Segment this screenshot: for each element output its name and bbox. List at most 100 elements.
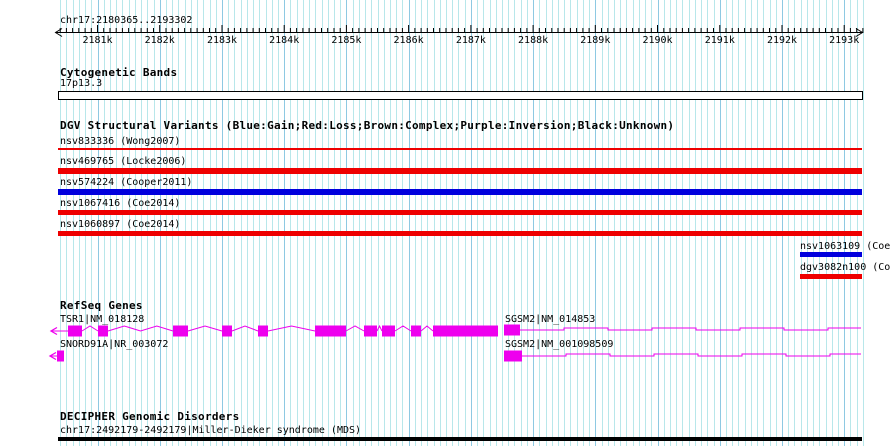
dgv-section-title: DGV Structural Variants (Blue:Gain;Red:L…: [60, 119, 675, 132]
refseq-gene-label[interactable]: SGSM2|NM_014853: [505, 314, 596, 325]
refseq-gene-label[interactable]: TSR1|NM_018128: [60, 314, 145, 325]
cytoband-band[interactable]: [58, 91, 863, 100]
dgv-variant-bar[interactable]: [58, 189, 862, 195]
gridline-minor: [545, 0, 547, 446]
gridline-minor: [601, 0, 603, 446]
dgv-variant-label[interactable]: nsv574224 (Cooper2011): [60, 177, 193, 188]
gridline-minor: [582, 0, 584, 446]
gene-exon-box[interactable]: [222, 325, 232, 337]
gridline-minor: [141, 0, 143, 446]
ruler-tick-label: 2185k: [331, 35, 362, 46]
decipher-region-bar[interactable]: [58, 437, 862, 441]
gridline-minor: [838, 0, 839, 446]
gridline-minor: [390, 0, 391, 446]
dgv-variant-bar[interactable]: [58, 231, 862, 236]
gridline-minor: [85, 0, 87, 446]
gridline-minor: [352, 0, 354, 446]
gene-exon-box[interactable]: [68, 325, 82, 337]
dgv-variant-bar[interactable]: [800, 252, 862, 257]
gridline-major: [408, 0, 410, 446]
gene-exon-box[interactable]: [173, 325, 188, 337]
gridline-minor: [806, 0, 808, 446]
gridline-minor: [234, 0, 236, 446]
decipher-section-title: DECIPHER Genomic Disorders: [60, 410, 240, 423]
gridline-minor: [60, 0, 62, 446]
gene-exon-box[interactable]: [364, 325, 377, 337]
gridline-minor: [358, 0, 360, 446]
gridline-minor: [327, 0, 329, 446]
gridline-minor: [309, 0, 311, 446]
gene-exon-box[interactable]: [98, 325, 108, 337]
gridline-minor: [128, 0, 130, 446]
gridline-minor: [514, 0, 516, 446]
ruler-tick-label: 2184k: [269, 35, 300, 46]
refseq-section-title: RefSeq Genes: [60, 299, 143, 312]
dgv-variant-label[interactable]: nsv1060897 (Coe2014): [60, 219, 181, 230]
gridline-major: [159, 0, 161, 446]
gridline-minor: [103, 0, 105, 446]
gridline-minor: [589, 0, 591, 446]
gene-exon-box[interactable]: [315, 325, 346, 337]
gridline-minor: [446, 0, 447, 446]
gridline-minor: [134, 0, 136, 446]
gridline-minor: [732, 0, 734, 446]
gridline-minor: [862, 0, 864, 446]
gridline-minor: [172, 0, 174, 446]
gridline-minor: [321, 0, 323, 446]
dgv-variant-label[interactable]: dgv3082n100 (Co: [800, 262, 890, 273]
gene-intron-line[interactable]: [520, 327, 861, 331]
gene-intron-line[interactable]: [81, 324, 434, 332]
dgv-variant-bar[interactable]: [58, 210, 862, 215]
gene-exon-box[interactable]: [504, 324, 520, 336]
gridline-minor: [153, 0, 155, 446]
gridline-minor: [794, 0, 796, 446]
gene-exon-box[interactable]: [258, 325, 268, 337]
gridline-minor: [856, 0, 858, 446]
gridline-minor: [670, 0, 671, 446]
gridline-minor: [502, 0, 503, 446]
gridline-minor: [682, 0, 684, 446]
gene-intron-line[interactable]: [522, 353, 861, 357]
gene-exon-box[interactable]: [57, 350, 64, 362]
gridline-minor: [290, 0, 292, 446]
gridline-minor: [197, 0, 199, 446]
dgv-variant-label[interactable]: nsv469765 (Locke2006): [60, 156, 187, 167]
ruler-tick-label: 2181k: [82, 35, 113, 46]
dgv-variant-label[interactable]: nsv833336 (Wong2007): [60, 136, 181, 147]
gene-exon-box[interactable]: [504, 350, 522, 362]
gridline-minor: [147, 0, 149, 446]
dgv-variant-label[interactable]: nsv1063109 (Coe: [800, 241, 890, 252]
gridline-minor: [439, 0, 441, 446]
gridline-minor: [452, 0, 454, 446]
gridline-minor: [694, 0, 696, 446]
gridline-minor: [72, 0, 74, 446]
gridline-minor: [334, 0, 335, 446]
refseq-gene-label[interactable]: SNORD91A|NR_003072: [60, 339, 169, 350]
gridline-minor: [831, 0, 833, 446]
dgv-variant-bar[interactable]: [58, 148, 862, 150]
dgv-variant-label[interactable]: nsv1067416 (Coe2014): [60, 198, 181, 209]
gridline-minor: [190, 0, 192, 446]
gridline-minor: [377, 0, 379, 446]
gene-exon-box[interactable]: [411, 325, 421, 337]
gridline-minor: [383, 0, 385, 446]
refseq-gene-label[interactable]: SGSM2|NM_001098509: [505, 339, 614, 350]
gridline-minor: [750, 0, 752, 446]
gridline-minor: [122, 0, 124, 446]
gridline-minor: [819, 0, 821, 446]
gene-exon-box[interactable]: [433, 325, 498, 337]
dgv-variant-bar[interactable]: [58, 168, 862, 174]
gridline-major: [719, 0, 721, 446]
gridline-minor: [508, 0, 510, 446]
gridline-major: [284, 0, 286, 446]
gridline-minor: [66, 0, 68, 446]
dgv-variant-bar[interactable]: [800, 274, 862, 279]
gridline-minor: [365, 0, 367, 446]
gridline-minor: [433, 0, 435, 446]
ruler-tick-label: 2183k: [206, 35, 238, 46]
gridline-minor: [240, 0, 242, 446]
gene-exon-box[interactable]: [382, 325, 395, 337]
gridline-major: [222, 0, 223, 446]
decipher-entry-label[interactable]: chr17:2492179-2492179|Miller-Dieker synd…: [60, 425, 362, 436]
